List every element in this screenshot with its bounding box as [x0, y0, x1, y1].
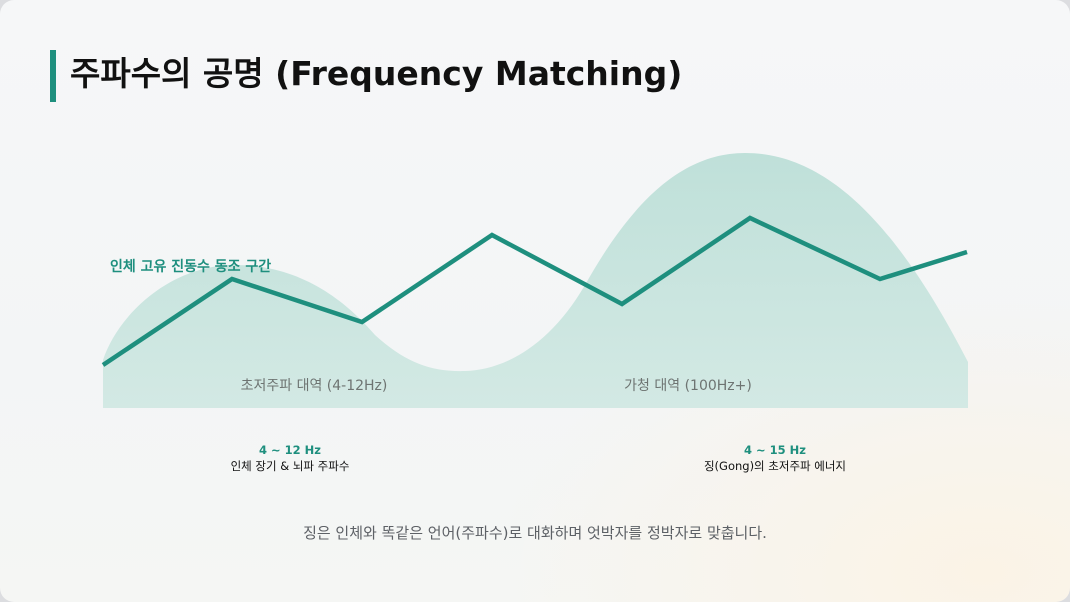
caption-gong-frequency: 4 ~ 15 Hz 징(Gong)의 초저주파 에너지 — [675, 442, 875, 474]
infrasonic-band-label: 초저주파 대역 (4-12Hz) — [241, 378, 388, 394]
caption-description: 인체 장기 & 뇌파 주파수 — [230, 459, 350, 473]
page-title: 주파수의 공명 (Frequency Matching) — [70, 54, 683, 93]
caption-frequency-range: 4 ~ 12 Hz — [259, 443, 321, 457]
resonance-signal-line — [101, 215, 968, 367]
resonance-zone-label: 인체 고유 진동수 동조 구간 — [110, 258, 271, 275]
footer-statement: 징은 인체와 똑같은 언어(주파수)로 대화하며 엇박자를 정박자로 맞춥니다. — [303, 524, 767, 542]
caption-human-frequency: 4 ~ 12 Hz 인체 장기 & 뇌파 주파수 — [190, 442, 390, 474]
audible-band-label: 가청 대역 (100Hz+) — [624, 378, 752, 394]
title-accent-bar — [50, 50, 56, 102]
caption-description: 징(Gong)의 초저주파 에너지 — [703, 459, 847, 473]
caption-frequency-range: 4 ~ 15 Hz — [744, 443, 806, 457]
